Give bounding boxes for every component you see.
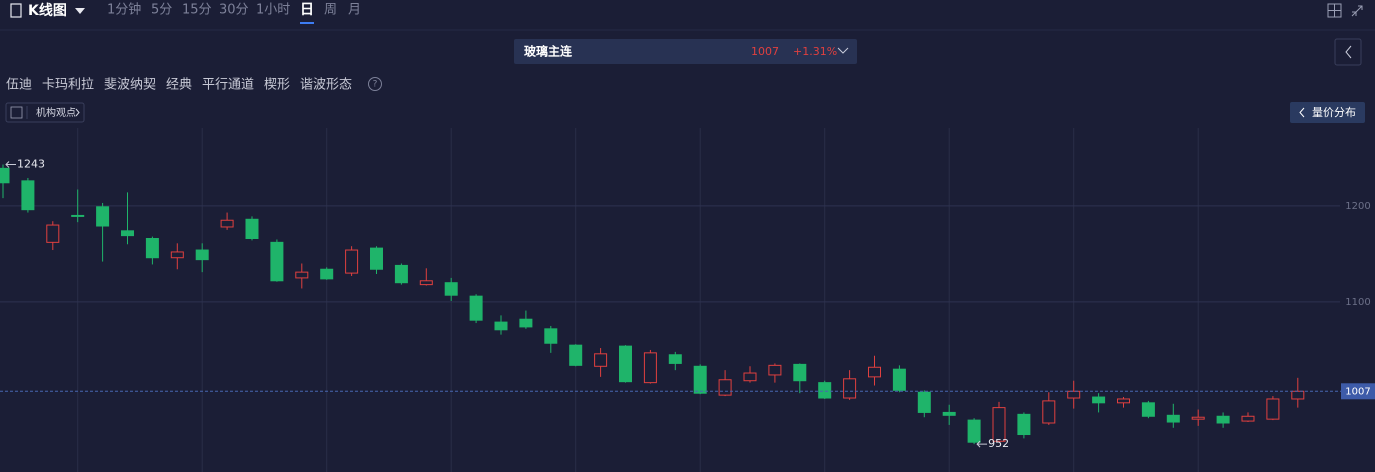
instrument-change: +1.31% — [793, 45, 837, 58]
instrument-box[interactable] — [514, 39, 857, 64]
y-tick-label: 1100 — [1345, 297, 1370, 308]
drawing-tool[interactable]: 经典 — [166, 78, 192, 93]
view-button-box[interactable] — [5, 102, 85, 123]
layout-icons[interactable] — [1327, 3, 1363, 18]
candle-body — [345, 249, 359, 274]
candle-body — [145, 238, 159, 259]
candle-body — [245, 218, 259, 240]
candle-body — [1191, 416, 1205, 420]
period-tab[interactable]: 日 — [300, 2, 314, 18]
candle-body — [1117, 398, 1130, 404]
chart: 1100 1200 1243 952 1007 — [0, 128, 1375, 472]
drawing-tool[interactable]: 谐波形态 — [300, 78, 352, 93]
period-tab[interactable]: 月 — [348, 3, 361, 18]
candle-body — [967, 419, 981, 443]
chart-icon — [10, 3, 22, 18]
candle-body — [544, 328, 558, 344]
period-tab[interactable]: 15分 — [182, 3, 212, 18]
period-tab[interactable]: 周 — [324, 3, 337, 18]
candle-body — [1042, 400, 1056, 424]
candle-body — [569, 344, 583, 366]
candle-body — [394, 264, 408, 284]
drawing-tool[interactable]: 伍迪 — [6, 78, 32, 93]
help-glyph: ? — [373, 80, 378, 90]
period-tab[interactable]: 30分 — [219, 3, 249, 18]
candle-body — [942, 411, 956, 416]
candle-body — [270, 241, 284, 282]
candle-body — [868, 366, 881, 378]
instrument-dropdown[interactable] — [837, 47, 849, 54]
help-icon[interactable] — [368, 77, 382, 91]
candle-body — [818, 382, 832, 399]
candle-body — [46, 224, 60, 243]
last-price-tag — [1341, 383, 1375, 400]
candle-body — [220, 219, 234, 228]
period-tab[interactable]: 1小时 — [256, 3, 290, 18]
candle-body — [295, 271, 309, 279]
candle-body — [843, 378, 857, 399]
candle-body — [1241, 415, 1255, 422]
candle-body — [1092, 396, 1106, 404]
candle-body — [917, 391, 931, 413]
drawing-tool[interactable]: 斐波纳契 — [104, 78, 156, 93]
candle-body — [320, 268, 334, 280]
last-price-label: 1007 — [1345, 386, 1370, 397]
volume-button[interactable]: 量价分布 — [1312, 106, 1356, 119]
annotation-arrow — [5, 161, 16, 168]
y-tick-label: 1200 — [1345, 201, 1370, 212]
view-button[interactable]: 机构观点 — [36, 106, 76, 119]
candle-body — [718, 379, 732, 396]
candle-body — [992, 407, 1006, 442]
chart-type-title[interactable]: K线图 — [28, 2, 67, 19]
candle-body — [743, 372, 757, 382]
candle-body — [494, 321, 508, 331]
period-tab[interactable]: 1分钟 — [107, 2, 141, 18]
candle-body — [594, 353, 608, 367]
candle-body — [768, 364, 782, 376]
candle-body — [96, 206, 110, 227]
candle-body — [1141, 402, 1155, 417]
period-tab[interactable]: 5分 — [151, 3, 172, 18]
instrument-name: 玻璃主连 — [524, 44, 573, 59]
annotation-label: 952 — [988, 437, 1009, 450]
candle-body — [1017, 413, 1031, 436]
candle-body — [693, 365, 707, 394]
candle-body — [370, 247, 383, 270]
volume-arrow — [1299, 107, 1305, 118]
candle-body — [21, 180, 35, 211]
annotation-arrow — [976, 440, 988, 448]
candle-body — [195, 249, 209, 261]
candle-body — [71, 214, 85, 217]
candle-body — [1266, 398, 1280, 420]
candle-body — [1216, 415, 1230, 424]
collapse-icon — [1345, 45, 1352, 59]
candle-body — [121, 230, 134, 237]
candle-body — [892, 368, 906, 391]
candle-body — [519, 318, 533, 328]
collapse-button[interactable] — [1334, 38, 1362, 66]
candle-body — [444, 282, 458, 296]
candle-body — [0, 167, 10, 184]
candle-body — [619, 345, 632, 383]
candle-body — [1291, 390, 1305, 400]
instrument-price: 1007 — [751, 45, 779, 58]
annotation-label: 1243 — [17, 158, 45, 171]
candle-body — [643, 352, 657, 384]
drawing-tool[interactable]: 平行通道 — [202, 78, 254, 93]
candle-body — [170, 251, 184, 259]
candle-body — [1067, 390, 1081, 399]
drawing-tool[interactable]: 卡玛利拉 — [42, 78, 94, 93]
view-arrow — [75, 108, 80, 117]
candle-body — [1166, 414, 1180, 423]
candle-body — [419, 280, 433, 286]
candle-body — [793, 363, 807, 382]
candle-body — [668, 354, 682, 364]
dropdown-arrow[interactable] — [75, 8, 85, 14]
candle-body — [469, 295, 483, 321]
volume-button-box[interactable] — [1290, 102, 1365, 123]
view-icon — [10, 106, 23, 119]
drawing-tool[interactable]: 楔形 — [264, 78, 290, 93]
